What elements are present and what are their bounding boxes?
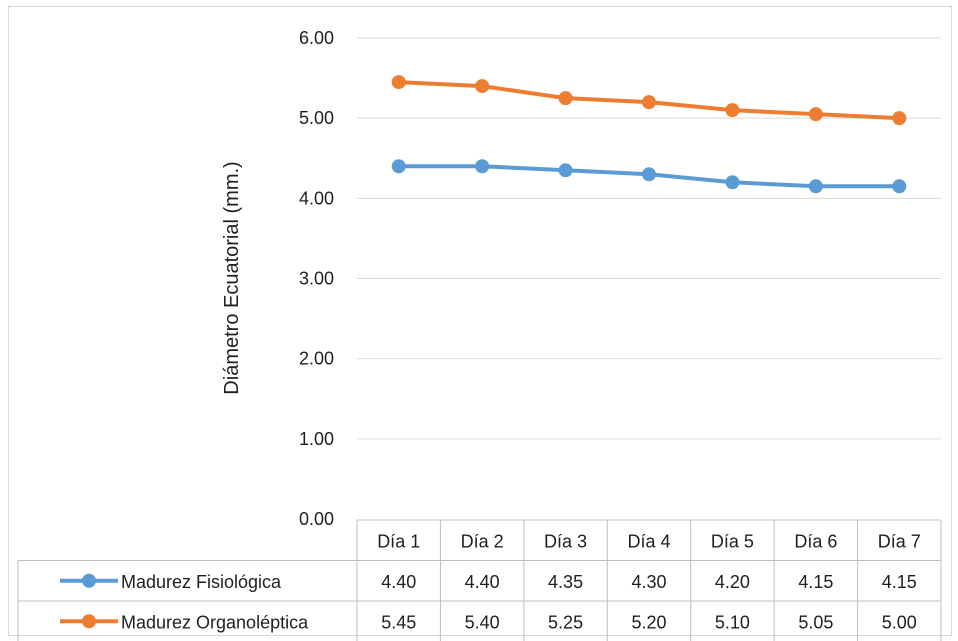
table-cell-value: 4.15 (882, 572, 917, 592)
chart-frame (8, 6, 952, 636)
data-point (808, 107, 823, 122)
data-point (391, 159, 406, 174)
table-cell-value: 5.25 (548, 612, 583, 632)
table-cell-value: 4.40 (465, 572, 500, 592)
y-tick-label: 1.00 (299, 429, 334, 449)
table-cell-value: 5.40 (465, 612, 500, 632)
legend-marker (82, 573, 96, 588)
data-point (725, 175, 740, 190)
data-point (642, 167, 656, 182)
table-cell-value: 4.30 (631, 572, 666, 592)
series-lines (391, 75, 907, 194)
table-cell-value: 4.15 (798, 572, 833, 592)
table-cell-value: 4.40 (381, 572, 416, 592)
legend-marker (82, 614, 96, 629)
table-cell-value: 5.20 (631, 612, 666, 632)
data-table: Día 1 Día 2 Día 3 Día 4 Día 5 Día 6 Día 7 Madur… (17, 519, 942, 641)
category-label: Día 1 (377, 531, 420, 551)
data-point (892, 111, 907, 126)
legend-series-name: Madurez Organoléptica (121, 612, 309, 632)
y-tick-label: 3.00 (299, 269, 334, 289)
data-point (558, 163, 573, 178)
data-point (558, 91, 573, 106)
category-label: Día 7 (878, 531, 921, 551)
table-cell-value: 4.20 (715, 572, 750, 592)
data-point (475, 79, 490, 94)
table-cell-value: 5.05 (798, 612, 833, 632)
table-cell-value: 5.00 (882, 612, 917, 632)
y-axis-ticks: 0.00 1.00 2.00 3.00 4.00 5.00 6.00 (299, 28, 334, 529)
category-label: Día 5 (711, 531, 754, 551)
legend-series-name: Madurez Fisiológica (121, 572, 282, 592)
data-point (391, 75, 406, 90)
data-point (892, 179, 907, 194)
y-tick-label: 0.00 (299, 509, 334, 529)
y-tick-label: 6.00 (299, 28, 334, 48)
data-point (642, 95, 656, 110)
table-cell-value: 5.45 (381, 612, 416, 632)
table-cell-value: 4.35 (548, 572, 583, 592)
data-point (808, 179, 823, 194)
data-point (475, 159, 490, 174)
category-label: Día 2 (461, 531, 504, 551)
y-tick-label: 4.00 (299, 188, 334, 208)
table-cell-value: 5.10 (715, 612, 750, 632)
gridlines (357, 37, 941, 440)
y-axis-label: Diámetro Ecuatorial (mm.) (221, 161, 243, 394)
y-tick-label: 5.00 (299, 108, 334, 128)
category-label: Día 3 (544, 531, 587, 551)
data-point (725, 103, 740, 118)
category-label: Día 4 (627, 531, 670, 551)
y-tick-label: 2.00 (299, 349, 334, 369)
category-label: Día 6 (794, 531, 837, 551)
